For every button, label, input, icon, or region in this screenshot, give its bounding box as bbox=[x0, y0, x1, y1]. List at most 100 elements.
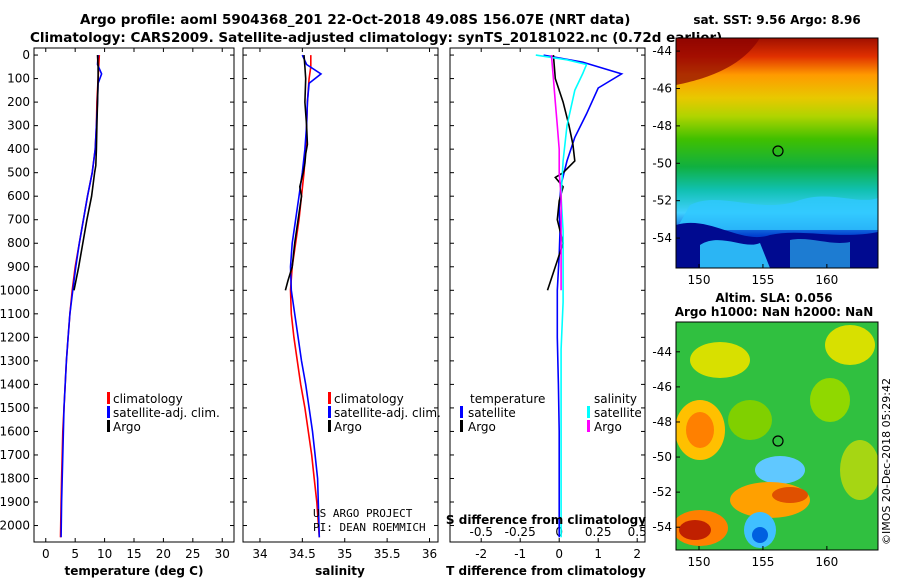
depth-tick-label: 1000 bbox=[0, 283, 30, 297]
legend-climatology: climatology bbox=[334, 392, 404, 406]
sla-profile-marker bbox=[772, 435, 784, 447]
depth-tick-label: 1400 bbox=[0, 377, 30, 391]
sla-title-1: Altim. SLA: 0.056 bbox=[715, 291, 832, 305]
legend-t-satellite: satellite bbox=[468, 406, 516, 420]
depth-tick-label: 2000 bbox=[0, 519, 30, 533]
legend-swatch bbox=[460, 406, 463, 418]
legend-temperature: climatology satellite-adj. clim. Argo bbox=[107, 392, 220, 434]
x-tick-label: 0 bbox=[42, 547, 50, 561]
lat-tick-label: -48 bbox=[652, 119, 672, 133]
depth-tick-label: 1300 bbox=[0, 354, 30, 368]
xlabel-t-difference: T difference from climatology bbox=[446, 564, 646, 578]
depth-tick-label: 700 bbox=[7, 213, 30, 227]
series-line bbox=[535, 54, 588, 538]
legend-argo: Argo bbox=[113, 420, 141, 434]
x-tick-label: 35 bbox=[337, 547, 352, 561]
series-line bbox=[289, 54, 323, 538]
xlabel-temperature: temperature (deg C) bbox=[65, 564, 204, 578]
depth-tick-label: 0 bbox=[22, 48, 30, 62]
x-tick-label: 15 bbox=[126, 547, 141, 561]
series-line bbox=[543, 54, 624, 538]
depth-tick-label: 900 bbox=[7, 260, 30, 274]
legend-t-argo: Argo bbox=[468, 420, 496, 434]
depth-tick-label: 1500 bbox=[0, 401, 30, 415]
legend-swatch bbox=[328, 406, 331, 418]
x-top-tick-label: 0.5 bbox=[628, 525, 647, 539]
depth-tick-label: 500 bbox=[7, 166, 30, 180]
title-line-1: Argo profile: aoml 5904368_201 22-Oct-20… bbox=[80, 12, 631, 28]
lat-tick-label: -52 bbox=[652, 485, 672, 499]
x-tick-label: 0 bbox=[555, 547, 563, 561]
legend-satellite: satellite-adj. clim. bbox=[334, 406, 441, 420]
legend-satellite: satellite-adj. clim. bbox=[113, 406, 220, 420]
series-line bbox=[550, 55, 562, 291]
legend-swatch bbox=[587, 406, 590, 418]
lon-tick-label: 160 bbox=[815, 273, 838, 287]
legend-temperature-title: temperature bbox=[470, 392, 545, 406]
legend-s-satellite: satellite bbox=[594, 406, 642, 420]
legend-swatch bbox=[107, 420, 110, 432]
depth-tick-label: 600 bbox=[7, 189, 30, 203]
x-tick-label: -1 bbox=[514, 547, 526, 561]
legend-swatch bbox=[107, 406, 110, 418]
x-top-tick-label: -0.25 bbox=[505, 525, 536, 539]
lon-tick-label: 150 bbox=[688, 273, 711, 287]
x-top-tick-label: 0.25 bbox=[585, 525, 612, 539]
x-tick-label: 35.5 bbox=[374, 547, 401, 561]
lon-tick-label: 155 bbox=[751, 273, 774, 287]
lat-tick-label: -54 bbox=[652, 231, 672, 245]
x-tick-label: 34 bbox=[252, 547, 267, 561]
xlabel-s-difference: S difference from climatology bbox=[446, 513, 646, 527]
legend-difference: temperature satellite Argo salinity sate… bbox=[460, 392, 642, 434]
sst-title: sat. SST: 9.56 Argo: 8.96 bbox=[693, 13, 860, 27]
x-tick-label: 25 bbox=[185, 547, 200, 561]
sst-map bbox=[676, 38, 878, 268]
lat-tick-label: -50 bbox=[652, 450, 672, 464]
depth-tick-label: 800 bbox=[7, 236, 30, 250]
depth-tick-label: 400 bbox=[7, 142, 30, 156]
xlabel-salinity: salinity bbox=[315, 564, 365, 578]
legend-salinity-title: salinity bbox=[594, 392, 637, 406]
series-line bbox=[284, 55, 309, 291]
x-tick-label: -2 bbox=[475, 547, 487, 561]
lat-tick-label: -54 bbox=[652, 520, 672, 534]
depth-tick-label: 200 bbox=[7, 95, 30, 109]
sla-title-2: Argo h1000: NaN h2000: NaN bbox=[675, 305, 874, 319]
x-tick-label: 20 bbox=[156, 547, 171, 561]
legend-swatch bbox=[460, 420, 463, 432]
difference-panel bbox=[449, 47, 646, 543]
title-line-2: Climatology: CARS2009. Satellite-adjuste… bbox=[30, 30, 723, 46]
x-tick-label: 34.5 bbox=[289, 547, 316, 561]
credit-project: US ARGO PROJECT bbox=[313, 507, 413, 520]
x-tick-label: 10 bbox=[97, 547, 112, 561]
legend-climatology: climatology bbox=[113, 392, 183, 406]
series-line bbox=[73, 55, 99, 291]
lat-tick-label: -48 bbox=[652, 415, 672, 429]
x-top-tick-label: -0.5 bbox=[469, 525, 492, 539]
legend-swatch bbox=[107, 392, 110, 404]
x-tick-label: 5 bbox=[71, 547, 79, 561]
sla-map-frame bbox=[675, 321, 879, 551]
legend-salinity: climatology satellite-adj. clim. Argo bbox=[328, 392, 441, 434]
lat-tick-label: -44 bbox=[652, 345, 672, 359]
lon-tick-label: 160 bbox=[815, 555, 838, 569]
lat-tick-label: -46 bbox=[652, 81, 672, 95]
lat-tick-label: -46 bbox=[652, 380, 672, 394]
lat-tick-label: -50 bbox=[652, 156, 672, 170]
depth-tick-label: 300 bbox=[7, 119, 30, 133]
depth-tick-label: 1200 bbox=[0, 330, 30, 344]
x-tick-label: 1 bbox=[594, 547, 602, 561]
x-tick-label: 36 bbox=[422, 547, 437, 561]
depth-tick-label: 1900 bbox=[0, 495, 30, 509]
lon-tick-label: 155 bbox=[751, 555, 774, 569]
lon-tick-label: 150 bbox=[688, 555, 711, 569]
lat-tick-label: -44 bbox=[652, 44, 672, 58]
lat-tick-label: -52 bbox=[652, 194, 672, 208]
legend-swatch bbox=[328, 420, 331, 432]
x-tick-label: 2 bbox=[633, 547, 641, 561]
depth-tick-label: 1600 bbox=[0, 424, 30, 438]
sst-map-frame bbox=[675, 37, 879, 269]
salinity-panel bbox=[242, 47, 439, 543]
legend-s-argo: Argo bbox=[594, 420, 622, 434]
